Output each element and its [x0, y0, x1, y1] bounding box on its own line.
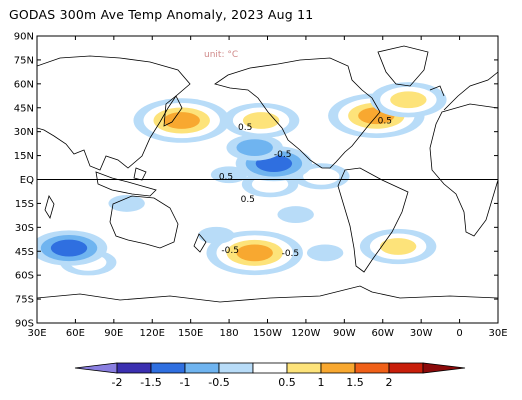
greenland-coastline	[377, 45, 429, 87]
anomaly-contour-level	[50, 239, 88, 257]
anomaly-region	[37, 230, 108, 266]
australia-coastline	[109, 195, 179, 249]
contour-label: 0.5	[378, 117, 392, 127]
asia-coastline	[37, 55, 191, 171]
y-tick-label: 60S	[15, 271, 34, 282]
y-tick-label: 45S	[15, 247, 34, 258]
anomaly-region	[133, 98, 230, 143]
anomaly-field-layer	[37, 82, 447, 276]
coastline-layer	[37, 45, 498, 303]
y-tick-label: 45N	[14, 103, 34, 114]
colorbar-label: 1	[318, 376, 325, 389]
anomaly-region	[222, 102, 300, 139]
contour-label: -0.5	[282, 249, 300, 259]
anomaly-contour-level	[210, 166, 248, 184]
anomaly-contour-level	[277, 206, 314, 223]
contour-label: 0.5	[219, 173, 233, 183]
x-tick-label: 180	[220, 328, 239, 339]
anomaly-region	[306, 244, 344, 262]
europe-coastline	[429, 71, 498, 111]
contour-label: -0.5	[221, 246, 239, 256]
x-tick-label: 60E	[66, 328, 85, 339]
y-tick-label: 90N	[14, 32, 34, 43]
colorbar-segment	[286, 362, 322, 374]
colorbar-segment	[252, 362, 288, 374]
anomaly-region	[108, 195, 145, 212]
x-tick-label: 90W	[333, 328, 356, 339]
x-tick-label: 150E	[178, 328, 203, 339]
anomaly-contour-level	[236, 139, 273, 157]
colorbar-label: 2	[386, 376, 393, 389]
colorbar-segment	[422, 362, 466, 374]
anomaly-contour-level	[242, 112, 280, 129]
colorbar-label: -0.5	[208, 376, 229, 389]
antarctica-coastline	[37, 285, 498, 303]
unit-label: unit: °C	[204, 50, 238, 60]
y-tick-label: 90S	[15, 319, 34, 330]
x-tick-label: 150W	[253, 328, 282, 339]
anomaly-region	[206, 230, 303, 276]
anomaly-contour-level	[108, 195, 145, 212]
x-tick-label: 30E	[27, 328, 46, 339]
colorbar-segment	[116, 362, 152, 374]
x-tick-label: 120E	[140, 328, 165, 339]
japan-coastline	[163, 95, 183, 127]
anomaly-region	[210, 166, 248, 184]
colorbar-segment	[320, 362, 356, 374]
anomaly-region	[359, 228, 437, 265]
anomaly-contour-level	[303, 167, 340, 185]
anomaly-contour-level	[390, 91, 427, 109]
contour-label: -0.5	[274, 150, 292, 160]
colorbar-segment	[354, 362, 390, 374]
colorbar-segment	[388, 362, 424, 374]
y-tick-label: 60N	[14, 79, 34, 90]
x-tick-label: 90E	[104, 328, 123, 339]
contour-label-layer: 0.5 -0.5 0.5 0.5 0.5 -0.5 -0.5	[219, 117, 392, 259]
colorbar-segment	[218, 362, 254, 374]
africa-coastline	[429, 103, 498, 237]
south-america-coastline	[337, 167, 409, 273]
colorbar-label: -2	[112, 376, 123, 389]
y-tick-label: 15N	[14, 151, 34, 162]
contour-label: 0.5	[238, 123, 252, 133]
colorbar-label: 0.5	[278, 376, 296, 389]
x-tick-label: 0	[456, 328, 462, 339]
y-tick-label: 75S	[15, 295, 34, 306]
colorbar-segment	[150, 362, 186, 374]
anomaly-contour-level	[306, 244, 344, 262]
north-america-coastline	[214, 57, 381, 169]
y-tick-label: 75N	[14, 55, 34, 66]
y-tick-label: 30S	[15, 223, 34, 234]
axes-layer: 90N75N60N45N30N15NEQ15S30S45S60S75S90S30…	[14, 32, 508, 340]
colorbar: -2 -1.5 -1 -0.5 0.5 1 1.5 2	[74, 362, 466, 389]
x-tick-label: 120W	[291, 328, 320, 339]
colorbar-label: 1.5	[346, 376, 364, 389]
y-tick-label: 15S	[15, 199, 34, 210]
anomaly-region	[370, 82, 447, 118]
colorbar-label: -1.5	[140, 376, 161, 389]
anomaly-contour-level	[236, 244, 273, 262]
colorbar-segment	[74, 362, 118, 374]
anomaly-region	[277, 206, 314, 223]
chart-title: GODAS 300m Ave Temp Anomaly, 2023 Aug 11	[9, 7, 314, 22]
y-tick-label: EQ	[20, 175, 34, 186]
anomaly-region	[226, 134, 283, 161]
x-tick-label: 30W	[410, 328, 433, 339]
anomaly-contour-level	[198, 226, 235, 244]
anomaly-contour-level	[379, 238, 417, 255]
anomaly-region	[198, 226, 235, 244]
anomaly-contour-level	[163, 112, 200, 129]
x-tick-label: 60W	[371, 328, 394, 339]
contour-label: 0.5	[241, 195, 255, 205]
madagascar-coastline	[44, 195, 55, 219]
colorbar-segment	[184, 362, 220, 374]
colorbar-label: -1	[180, 376, 191, 389]
new-zealand-coastline	[193, 233, 207, 253]
y-tick-label: 30N	[14, 127, 34, 138]
x-tick-label: 30E	[488, 328, 507, 339]
